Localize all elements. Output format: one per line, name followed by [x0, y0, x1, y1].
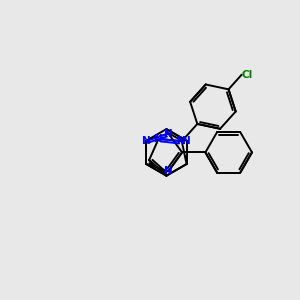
Text: N: N [164, 128, 173, 139]
Text: N: N [177, 136, 186, 146]
Text: N: N [154, 134, 163, 144]
Text: Cl: Cl [242, 70, 253, 80]
Text: N: N [142, 136, 151, 146]
Text: N: N [182, 136, 191, 146]
Text: N: N [164, 166, 173, 176]
